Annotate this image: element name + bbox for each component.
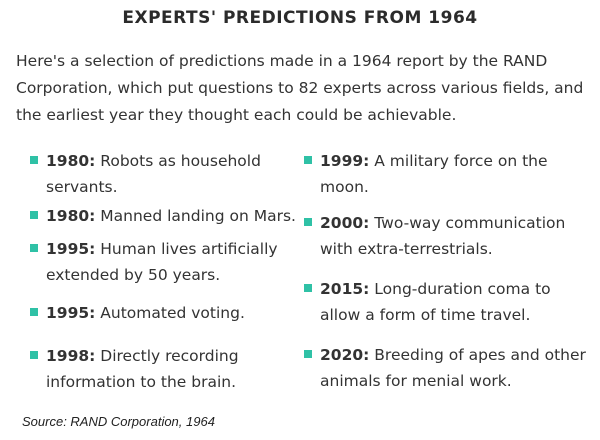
prediction-item: 2015: Long-duration coma to allow a form… [304,276,594,328]
bullet-square-icon [30,156,38,164]
prediction-year: 2000: [320,214,370,232]
prediction-year: 1980: [46,152,96,170]
prediction-text-wrapper: 1995: Automated voting. [46,300,296,326]
prediction-text-wrapper: 1980: Manned landing on Mars. [46,203,296,229]
bullet-square-icon [30,244,38,252]
source-caption: Source: RAND Corporation, 1964 [22,414,215,429]
page-title: EXPERTS' PREDICTIONS FROM 1964 [122,8,478,28]
prediction-text: Manned landing on Mars. [100,207,296,225]
prediction-year: 1999: [320,152,370,170]
prediction-item: 2020: Breeding of apes and other animals… [304,342,594,394]
bullet-square-icon [304,156,312,164]
prediction-text: A military force on the moon. [320,152,548,196]
intro-paragraph: Here's a selection of predictions made i… [16,52,584,124]
prediction-text-wrapper: 2015: Long-duration coma to allow a form… [320,276,594,328]
prediction-text-wrapper: 1998: Directly recording information to … [46,343,296,395]
prediction-year: 1980: [46,207,96,225]
bullet-square-icon [30,351,38,359]
bullet-square-icon [30,211,38,219]
prediction-text: Human lives artificially extended by 50 … [46,240,278,284]
prediction-year: 2015: [320,280,370,298]
prediction-year: 1998: [46,347,96,365]
prediction-text-wrapper: 2000: Two-way communication with extra-t… [320,210,594,262]
prediction-item: 1980: Robots as household servants. [30,148,296,200]
prediction-text: Long-duration coma to allow a form of ti… [320,280,551,324]
prediction-text-wrapper: 1995: Human lives artificially extended … [46,236,296,288]
prediction-item: 1998: Directly recording information to … [30,343,296,395]
bullet-square-icon [304,284,312,292]
bullet-square-icon [304,350,312,358]
prediction-text: Two-way communication with extra-terrest… [320,214,566,258]
prediction-item: 1980: Manned landing on Mars. [30,203,296,229]
prediction-item: 1995: Automated voting. [30,300,296,326]
prediction-text: Breeding of apes and other animals for m… [320,346,586,390]
prediction-year: 1995: [46,240,96,258]
prediction-item: 2000: Two-way communication with extra-t… [304,210,594,262]
prediction-text: Robots as household servants. [46,152,261,196]
bullet-square-icon [30,308,38,316]
prediction-text: Directly recording information to the br… [46,347,239,391]
prediction-text-wrapper: 2020: Breeding of apes and other animals… [320,342,594,394]
prediction-year: 1995: [46,304,96,322]
prediction-item: 1999: A military force on the moon. [304,148,594,200]
prediction-year: 2020: [320,346,370,364]
prediction-text-wrapper: 1980: Robots as household servants. [46,148,296,200]
prediction-text-wrapper: 1999: A military force on the moon. [320,148,594,200]
bullet-square-icon [304,218,312,226]
prediction-item: 1995: Human lives artificially extended … [30,236,296,288]
prediction-text: Automated voting. [100,304,245,322]
